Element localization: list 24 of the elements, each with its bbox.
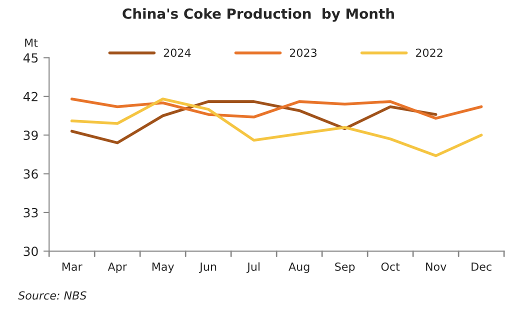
- x-tick-label: Mar: [62, 262, 82, 271]
- y-tick-label: 33: [24, 208, 38, 218]
- legend-label: 2024: [164, 48, 191, 57]
- x-tick-label: Aug: [288, 262, 310, 274]
- y-tick-label: 45: [23, 53, 38, 63]
- x-tick-label: Dec: [472, 262, 492, 271]
- x-tick-label: Sep: [335, 262, 355, 274]
- source-note: Source: NBS: [18, 291, 86, 300]
- x-tick-label: Jun: [199, 262, 216, 273]
- line-series: [70, 98, 483, 158]
- legend-label: 2023: [290, 48, 317, 57]
- x-tick-label: Apr: [108, 262, 127, 274]
- x-tick-label: Nov: [426, 262, 446, 271]
- x-tick-label: May: [152, 262, 174, 274]
- x-tick-label: Oct: [381, 262, 400, 271]
- legend-label: 2022: [416, 48, 442, 57]
- chart-title: China's Coke Production by Month: [122, 8, 394, 22]
- line-series: [70, 98, 483, 120]
- y-axis-title: Mt: [25, 38, 38, 47]
- y-tick-label: 39: [24, 130, 38, 140]
- y-tick-label: 30: [24, 246, 38, 256]
- y-tick-label: 36: [24, 169, 38, 179]
- x-tick-label: Jul: [246, 262, 260, 273]
- y-tick-label: 42: [23, 92, 38, 102]
